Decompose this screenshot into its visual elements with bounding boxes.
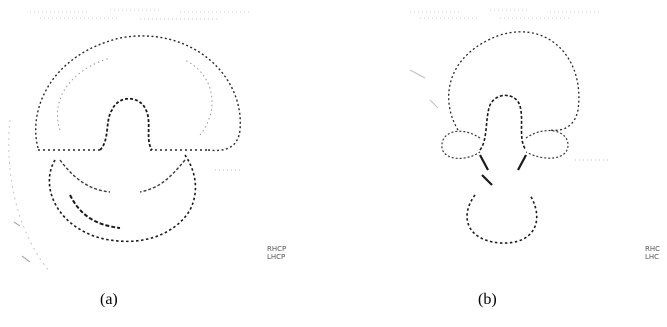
side-tick-left bbox=[13, 221, 31, 263]
inner-v-left bbox=[59, 159, 111, 193]
rhc-main-lobe bbox=[448, 31, 580, 131]
lhcp-center-lobe bbox=[99, 97, 153, 151]
rhc-back-lobe bbox=[466, 194, 538, 244]
rhcp-inner-left bbox=[56, 57, 111, 131]
lhc-center-lobe bbox=[479, 94, 527, 151]
panel-a: RHCP LHCP bbox=[0, 0, 320, 285]
legend-b: RHC LHC bbox=[645, 245, 660, 261]
rhcp-main-lobe bbox=[35, 35, 241, 152]
legend-item: RHC bbox=[645, 245, 661, 253]
inner-lower-curve bbox=[69, 194, 121, 229]
inner-v-right bbox=[139, 159, 186, 193]
faint-left-marks bbox=[409, 69, 439, 109]
center-strokes bbox=[479, 154, 527, 186]
legend-item: RHCP bbox=[267, 245, 287, 253]
faint-header-marks bbox=[30, 9, 250, 20]
rhcp-inner-right bbox=[184, 59, 213, 136]
rhcp-back-lobe bbox=[48, 154, 197, 243]
side-lobe-right bbox=[525, 129, 569, 159]
legend-item: LHC bbox=[645, 253, 660, 261]
panel-b: RHC LHC bbox=[340, 0, 667, 285]
outer-faint-arc bbox=[8, 119, 51, 273]
caption-b: (b) bbox=[478, 291, 497, 308]
side-lobe-left bbox=[441, 130, 481, 159]
legend-item: LHCP bbox=[267, 253, 286, 261]
legend-a: RHCP LHCP bbox=[267, 245, 286, 261]
caption-a: (a) bbox=[100, 291, 118, 308]
faint-header-marks bbox=[410, 9, 600, 19]
radiation-pattern-a bbox=[8, 9, 250, 273]
radiation-pattern-b bbox=[409, 9, 610, 244]
